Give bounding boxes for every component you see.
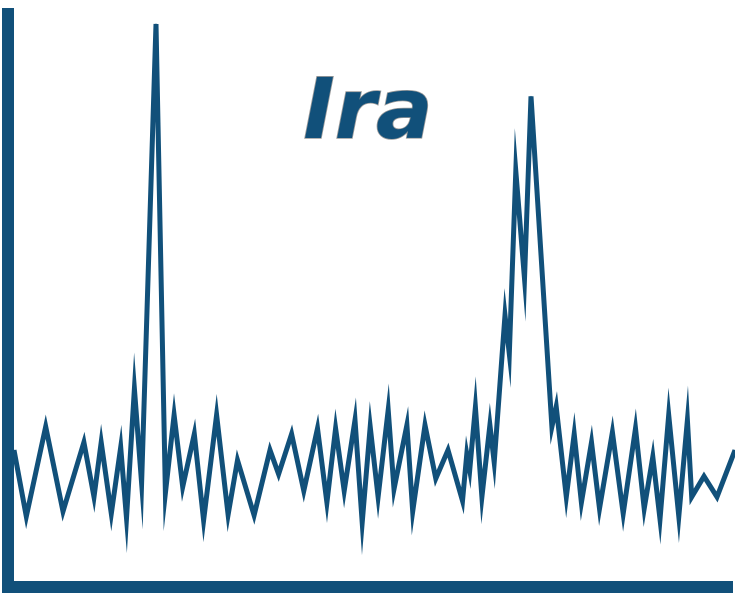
data-point-7 <box>110 513 112 515</box>
data-point-32 <box>369 426 371 428</box>
data-point-8 <box>120 446 122 448</box>
chart-title: Ira <box>303 60 432 158</box>
data-point-50 <box>515 170 517 172</box>
data-point-43 <box>469 469 471 471</box>
data-point-46 <box>489 424 491 426</box>
data-point-10 <box>133 388 135 390</box>
data-point-34 <box>387 409 389 411</box>
data-point-60 <box>611 431 613 433</box>
data-point-59 <box>599 508 600 510</box>
data-point-71 <box>716 496 718 498</box>
data-point-3 <box>62 510 64 512</box>
data-point-25 <box>303 490 305 492</box>
data-point-16 <box>193 433 195 435</box>
data-point-26 <box>317 427 318 429</box>
data-point-39 <box>435 478 437 479</box>
data-point-68 <box>686 419 688 421</box>
data-point-29 <box>343 490 345 492</box>
data-point-53 <box>551 426 553 428</box>
data-point-38 <box>424 424 426 426</box>
data-point-33 <box>377 496 379 498</box>
data-point-56 <box>573 433 575 435</box>
data-point-37 <box>412 510 414 512</box>
data-point-48 <box>504 314 506 316</box>
data-point-57 <box>580 502 582 503</box>
data-point-44 <box>474 406 476 408</box>
data-point-67 <box>678 515 680 517</box>
data-point-51 <box>524 278 525 280</box>
data-point-27 <box>326 502 328 503</box>
data-point-6 <box>100 441 102 443</box>
data-point-66 <box>668 414 670 416</box>
data-point-24 <box>291 433 293 435</box>
data-point-54 <box>555 406 557 408</box>
data-point-11 <box>141 482 143 484</box>
data-point-52 <box>530 95 532 97</box>
data-point-18 <box>216 414 218 416</box>
data-point-1 <box>25 515 27 517</box>
data-point-63 <box>643 508 645 510</box>
data-point-36 <box>406 424 408 426</box>
data-point-45 <box>481 496 483 498</box>
data-point-58 <box>591 441 592 443</box>
data-point-22 <box>269 449 271 451</box>
data-point-30 <box>354 419 356 421</box>
data-point-20 <box>237 459 238 461</box>
data-point-41 <box>462 500 463 502</box>
data-point-61 <box>622 513 624 515</box>
data-point-40 <box>447 449 449 451</box>
data-point-55 <box>565 496 567 498</box>
data-point-21 <box>253 514 255 516</box>
data-point-69 <box>691 496 693 498</box>
data-point-12 <box>155 23 157 25</box>
data-point-14 <box>173 414 175 416</box>
data-point-31 <box>361 522 363 523</box>
data-point-17 <box>203 519 205 521</box>
data-point-19 <box>227 514 229 516</box>
data-point-9 <box>126 517 127 519</box>
data-point-65 <box>659 518 661 520</box>
data-point-47 <box>493 461 495 463</box>
data-point-62 <box>635 427 636 429</box>
data-point-0 <box>13 449 15 451</box>
data-point-5 <box>93 496 95 498</box>
data-point-28 <box>335 427 337 429</box>
data-point-64 <box>652 456 654 458</box>
data-point-13 <box>164 492 166 494</box>
data-point-4 <box>83 441 85 443</box>
data-point-2 <box>45 426 47 428</box>
data-point-23 <box>278 473 280 475</box>
data-point-42 <box>466 453 468 455</box>
data-point-15 <box>182 486 184 488</box>
data-point-35 <box>393 488 395 490</box>
data-point-70 <box>703 475 705 477</box>
data-point-49 <box>508 353 510 355</box>
